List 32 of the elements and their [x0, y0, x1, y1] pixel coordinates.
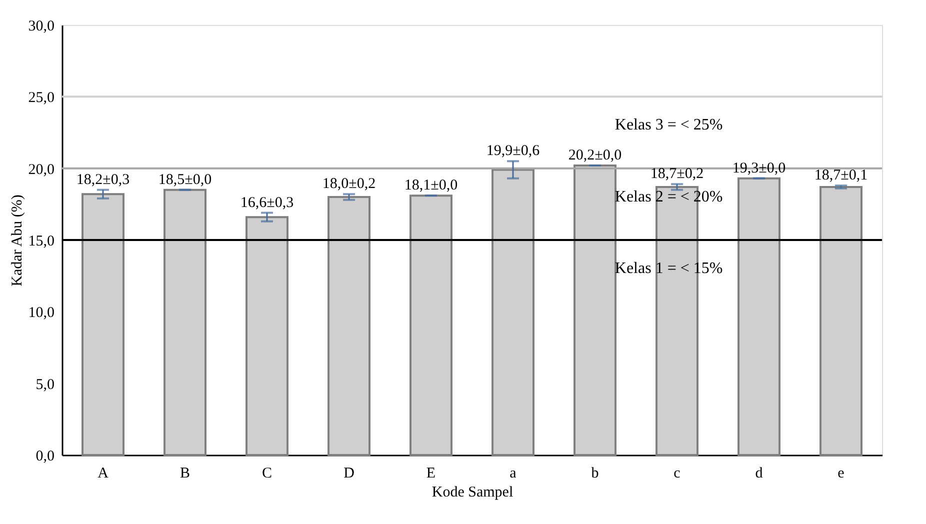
y-tick-label: 25,0: [28, 90, 54, 106]
x-tick-label: C: [262, 466, 272, 482]
y-tick-label: 30,0: [28, 18, 54, 34]
y-tick-label: 5,0: [36, 376, 54, 393]
x-tick-label: A: [98, 466, 109, 482]
x-tick-label: b: [591, 466, 599, 482]
x-axis-title: Kode Sampel: [432, 484, 514, 500]
y-axis-title: Kadar Abu (%): [9, 194, 26, 286]
data-label: 18,1±0,0: [404, 178, 458, 194]
data-label: 18,7±0,1: [814, 168, 868, 184]
y-tick-label: 10,0: [28, 305, 54, 322]
x-tick-label: d: [755, 466, 764, 482]
x-tick-label: B: [180, 466, 190, 482]
data-label: 16,6±0,3: [240, 194, 294, 211]
data-label: 19,3±0,0: [732, 160, 786, 176]
x-tick-label: E: [426, 466, 436, 482]
ref-line-label: Kelas 2 = < 20%: [614, 188, 723, 206]
x-tick-label: D: [344, 466, 355, 482]
ref-line-label: Kelas 1 = < 15%: [614, 260, 723, 277]
x-tick-label: c: [674, 466, 681, 482]
data-label: 18,7±0,2: [650, 166, 704, 182]
data-label: 18,2±0,3: [76, 172, 130, 188]
y-tick-label: 20,0: [28, 162, 54, 178]
ref-line-label: Kelas 3 = < 25%: [614, 116, 723, 134]
data-label: 20,2±0,0: [568, 147, 622, 164]
y-tick-label: 0,0: [36, 448, 54, 464]
x-tick-label: a: [510, 466, 517, 482]
data-label: 19,9±0,6: [486, 143, 540, 160]
data-label: 18,5±0,0: [158, 172, 212, 188]
data-label: 18,0±0,2: [322, 176, 376, 192]
y-tick-label: 15,0: [28, 234, 54, 250]
x-tick-label: e: [838, 466, 845, 482]
